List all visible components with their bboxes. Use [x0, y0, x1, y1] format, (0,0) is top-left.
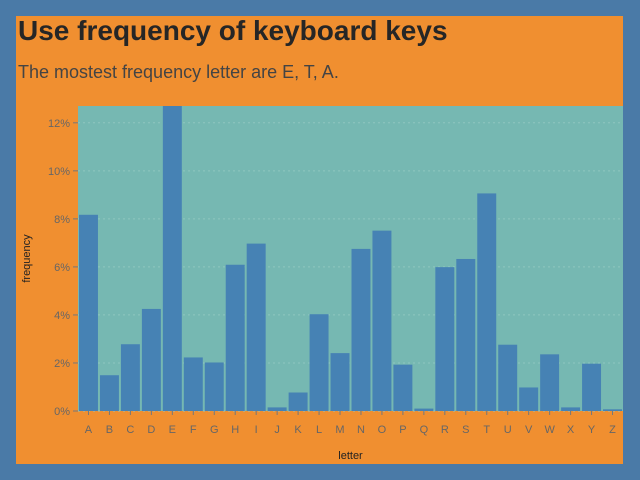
chart-subtitle: The mostest frequency letter are E, T, A…	[18, 62, 339, 82]
x-tick-label: M	[335, 424, 344, 436]
bar-v	[519, 387, 539, 411]
x-tick-label: F	[190, 424, 197, 436]
x-tick-label: E	[169, 424, 176, 436]
bar-f	[183, 357, 203, 411]
y-tick-label: 10%	[48, 166, 70, 178]
bar-y	[582, 363, 602, 411]
x-tick-label: U	[504, 424, 512, 436]
x-tick-label: W	[544, 424, 555, 436]
x-tick-label: R	[441, 424, 449, 436]
x-tick-label: T	[483, 424, 490, 436]
y-tick-label: 6%	[54, 262, 70, 274]
y-tick-label: 12%	[48, 118, 70, 130]
x-tick-label: Y	[588, 424, 596, 436]
bar-t	[477, 193, 497, 411]
bar-r	[435, 267, 455, 411]
bar-p	[393, 364, 413, 411]
bar-c	[120, 344, 140, 411]
x-tick-label: A	[85, 424, 93, 436]
y-tick-label: 4%	[54, 310, 70, 322]
bar-k	[288, 392, 308, 411]
chart-title: Use frequency of keyboard keys	[18, 15, 448, 46]
x-tick-label: P	[399, 424, 406, 436]
bar-i	[246, 243, 266, 411]
x-tick-label: D	[147, 424, 155, 436]
bar-b	[99, 375, 119, 411]
x-tick-label: H	[231, 424, 239, 436]
bar-d	[141, 308, 161, 411]
y-tick-label: 8%	[54, 214, 70, 226]
bar-s	[456, 258, 476, 411]
bar-g	[204, 362, 224, 411]
bar-e	[162, 106, 182, 411]
bar-l	[309, 314, 329, 411]
bar-q	[414, 408, 434, 411]
x-tick-label: Z	[609, 424, 616, 436]
y-tick-label: 2%	[54, 358, 70, 370]
bar-x	[561, 407, 581, 411]
x-tick-label: L	[316, 424, 322, 436]
bar-j	[267, 407, 287, 411]
bar-h	[225, 264, 245, 411]
x-tick-label: N	[357, 424, 365, 436]
x-tick-label: G	[210, 424, 219, 436]
x-tick-label: K	[294, 424, 302, 436]
bar-o	[372, 230, 392, 411]
x-axis-title: letter	[338, 450, 363, 462]
x-tick-label: V	[525, 424, 533, 436]
y-tick-label: 0%	[54, 406, 70, 418]
x-tick-label: O	[378, 424, 387, 436]
x-tick-label: C	[126, 424, 134, 436]
bar-m	[330, 353, 350, 411]
y-axis-title: frequency	[21, 234, 33, 283]
bar-w	[540, 354, 560, 411]
x-tick-label: J	[274, 424, 280, 436]
bar-u	[498, 344, 518, 411]
y-axis: 0% 2% 4% 6% 8% 10% 12%	[48, 118, 78, 418]
x-tick-label: S	[462, 424, 469, 436]
x-tick-label: Q	[420, 424, 429, 436]
bar-z	[603, 409, 622, 411]
x-tick-label: B	[106, 424, 113, 436]
bars	[79, 106, 622, 411]
bar-n	[351, 248, 371, 411]
x-tick-label: I	[255, 424, 258, 436]
x-tick-label: X	[567, 424, 575, 436]
bar-a	[79, 214, 98, 411]
